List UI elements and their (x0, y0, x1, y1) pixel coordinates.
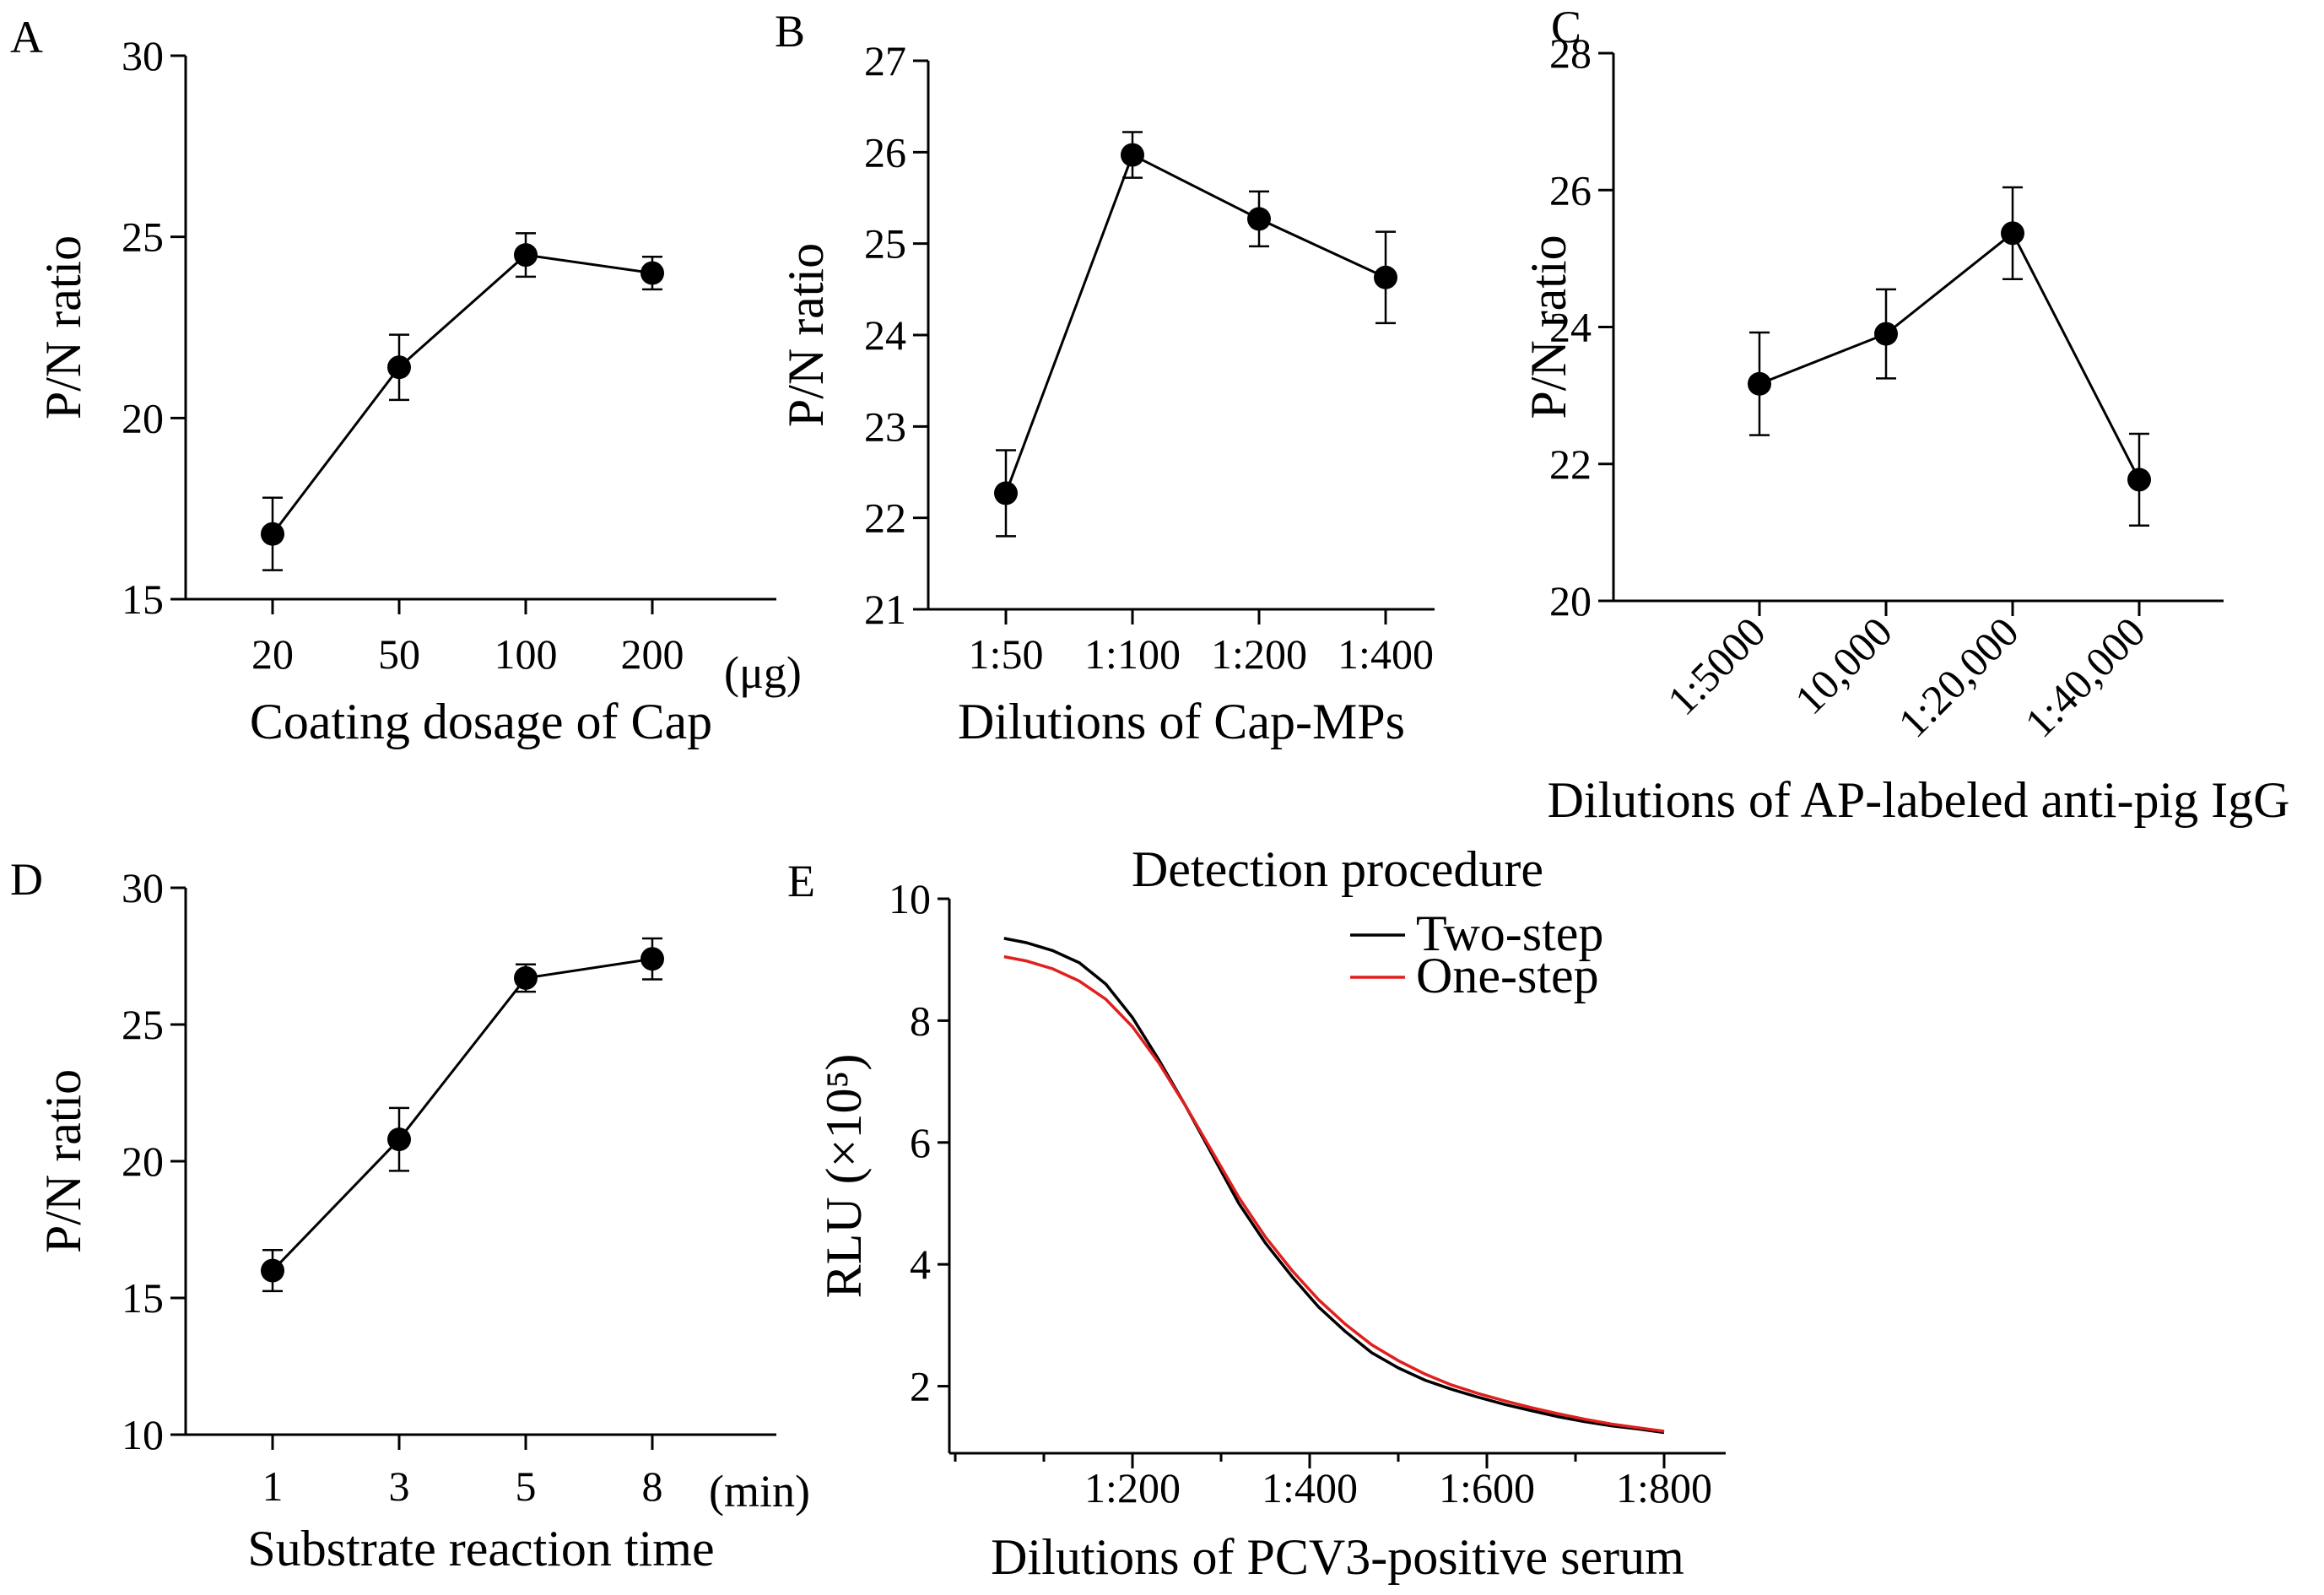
y-tick-label: 15 (122, 1274, 164, 1322)
data-point (1874, 322, 1898, 346)
x-tick-label: 1:40,000 (2015, 608, 2154, 746)
x-axis-label: Dilutions of Cap-MPs (958, 694, 1405, 749)
x-axis-label: Substrate reaction time (247, 1521, 714, 1576)
data-point (2127, 468, 2151, 492)
y-tick-label: 23 (864, 403, 906, 450)
x-tick-label: 1:600 (1439, 1464, 1535, 1511)
x-axis-label: Dilutions of AP-labeled anti-pig IgG (1548, 772, 2290, 828)
data-point (387, 1127, 411, 1152)
x-tick-label: 1:20,000 (1889, 608, 2027, 746)
y-tick-label: 20 (122, 1138, 164, 1185)
x-tick-label: 3 (389, 1463, 410, 1510)
y-axis-label: P/N ratio (1521, 235, 1576, 419)
y-tick-label: 4 (910, 1241, 931, 1288)
y-axis-label: P/N ratio (35, 1069, 91, 1253)
x-tick-label: 5 (516, 1463, 537, 1510)
y-tick-label: 2 (910, 1363, 931, 1410)
x-tick-label: 200 (621, 630, 684, 678)
y-axis-label: P/N ratio (35, 235, 91, 419)
data-point (1121, 143, 1144, 167)
y-tick-label: 8 (910, 997, 931, 1044)
data-point (514, 243, 538, 268)
panel-e: E Detection procedure 2 4 6 8 10 1:200 1:400 1:60… (787, 841, 1726, 1585)
y-tick-label: 27 (864, 37, 906, 84)
x-tick-label: 100 (495, 630, 558, 678)
series-line (271, 253, 653, 535)
panel-a: A 15 20 25 30 20 50 100 200 (μg)Coating dosage of… (10, 12, 802, 749)
series-line-one-step (1003, 954, 1665, 1433)
y-tick-label: 30 (122, 32, 164, 79)
data-point (994, 481, 1018, 506)
x-axis-label: Coating dosage of Cap (250, 694, 712, 749)
x-tick-label: 1:800 (1616, 1464, 1712, 1511)
legend-label: One-step (1416, 948, 1599, 1003)
x-tick-label: 8 (642, 1463, 663, 1510)
x-tick-label: 1:100 (1084, 630, 1181, 678)
y-tick-label: 10 (122, 1411, 164, 1458)
y-tick-label: 25 (122, 214, 164, 261)
y-tick-label: 20 (122, 394, 164, 441)
y-tick-label: 26 (864, 128, 906, 176)
data-point (1247, 207, 1271, 231)
x-tick-label: 1 (262, 1463, 284, 1510)
series-line-two-step (1003, 937, 1665, 1435)
data-point (2001, 221, 2024, 246)
x-axis-label: Dilutions of PCV3-positive serum (991, 1529, 1684, 1585)
x-tick-label: 1:400 (1338, 630, 1434, 678)
y-tick-label: 25 (122, 1001, 164, 1048)
panel-letter: C (1551, 2, 1581, 52)
y-tick-label: 6 (910, 1119, 931, 1166)
x-tick-label: 1:200 (1211, 630, 1307, 678)
x-tick-label: 1:50 (969, 630, 1044, 678)
x-unit-label: (min) (709, 1466, 810, 1517)
y-axis-label: RLU (×10⁵) (816, 1054, 872, 1299)
chart-title: Detection procedure (1132, 841, 1543, 897)
y-tick-label: 20 (1549, 577, 1592, 624)
y-tick-label: 25 (864, 220, 906, 268)
panel-d: D 10 15 20 25 30 1 3 5 8 (min)Substrate reaction t… (10, 854, 810, 1576)
data-point (387, 355, 411, 380)
x-tick-label: 1:400 (1262, 1464, 1358, 1511)
y-tick-label: 28 (1549, 30, 1592, 77)
x-tick-label: 20 (251, 630, 294, 678)
y-tick-label: 24 (864, 311, 906, 359)
x-tick-label: 50 (378, 630, 420, 678)
series-line (271, 957, 653, 1272)
y-tick-label: 26 (1549, 166, 1592, 214)
y-tick-label: 24 (1549, 304, 1592, 351)
x-unit-label: (μg) (724, 647, 802, 698)
y-tick-label: 21 (864, 586, 906, 633)
data-point (261, 1258, 284, 1283)
data-point (1374, 265, 1397, 289)
legend-label: Two-step (1416, 906, 1603, 961)
y-tick-label: 15 (122, 576, 164, 623)
x-tick-label: 10,000 (1786, 608, 1901, 723)
data-point (514, 965, 538, 990)
y-tick-label: 30 (122, 864, 164, 911)
panel-letter: B (775, 6, 805, 57)
data-point (640, 261, 664, 285)
y-axis-label: P/N ratio (778, 243, 834, 427)
panel-letter: E (787, 856, 815, 906)
panel-letter: A (10, 12, 43, 62)
data-point (261, 522, 284, 546)
y-tick-label: 22 (1549, 441, 1592, 488)
y-tick-label: 22 (864, 495, 906, 542)
x-tick-label: 1:5000 (1658, 608, 1775, 724)
x-tick-label: 1:200 (1084, 1464, 1181, 1511)
data-point (640, 947, 664, 971)
panel-b: B 21 22 23 24 25 26 27 1:50 1:100 1:200 1:400 Diluti… (775, 6, 1435, 749)
series-line (1004, 153, 1386, 494)
y-tick-label: 10 (889, 875, 931, 922)
series-line (1759, 231, 2141, 481)
data-point (1748, 371, 1771, 396)
panel-letter: D (10, 854, 43, 905)
